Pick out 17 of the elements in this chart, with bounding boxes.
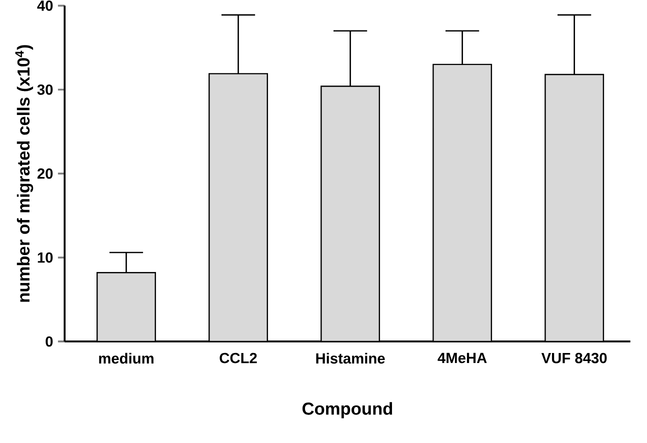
x-tick-label: Histamine: [316, 352, 385, 364]
bar: [208, 73, 268, 342]
y-tick-label: 0: [46, 336, 53, 347]
bar: [320, 86, 380, 342]
x-axis-title: Compound: [302, 402, 392, 418]
bar: [432, 64, 492, 342]
y-tick-label: 30: [37, 84, 53, 95]
y-tick-label: 20: [37, 168, 53, 179]
y-tick-label: 10: [38, 252, 53, 263]
x-tick-label: 4MeHA: [438, 352, 487, 364]
bar: [96, 272, 156, 342]
x-tick-label: CCL2: [220, 352, 257, 364]
x-tick-label: medium: [99, 352, 154, 364]
bar: [544, 74, 604, 342]
x-tick-label: VUF 8430: [541, 352, 607, 364]
y-axis-title: number of migrated cells (x10$^{4}$): [15, 45, 34, 302]
y-tick-label: 40: [37, 0, 53, 11]
